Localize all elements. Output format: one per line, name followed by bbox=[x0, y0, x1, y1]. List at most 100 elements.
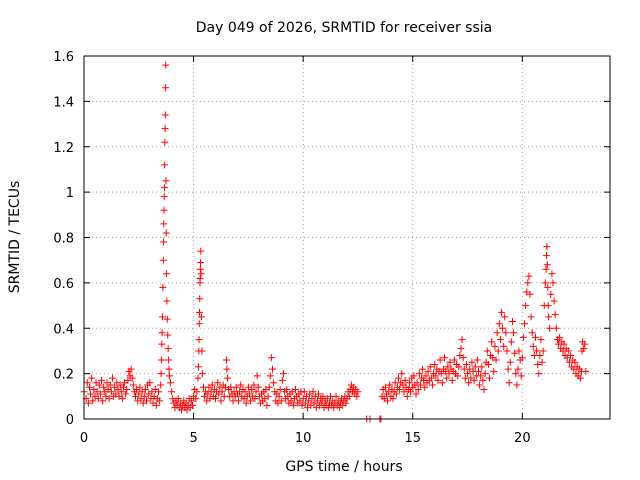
data-point bbox=[217, 397, 225, 405]
grid bbox=[84, 56, 610, 419]
data-point bbox=[106, 381, 114, 389]
data-point bbox=[253, 372, 261, 380]
data-point bbox=[567, 351, 575, 359]
data-point bbox=[531, 333, 539, 341]
data-point bbox=[528, 329, 536, 337]
data-point bbox=[159, 283, 167, 291]
data-point bbox=[437, 370, 445, 378]
data-point bbox=[162, 177, 170, 185]
data-point bbox=[300, 388, 308, 396]
data-point bbox=[94, 395, 102, 403]
data-point bbox=[198, 370, 206, 378]
data-point bbox=[192, 395, 200, 403]
data-point bbox=[161, 161, 169, 169]
data-point bbox=[544, 302, 552, 310]
data-point bbox=[512, 370, 520, 378]
data-point bbox=[542, 252, 550, 260]
data-point bbox=[515, 347, 523, 355]
data-point bbox=[146, 379, 154, 387]
data-point bbox=[315, 390, 323, 398]
data-point bbox=[161, 111, 169, 119]
x-tick-label: 0 bbox=[80, 431, 88, 446]
data-point bbox=[196, 274, 204, 282]
y-tick-label: 1.2 bbox=[53, 141, 74, 156]
data-point bbox=[165, 372, 173, 380]
data-point bbox=[208, 381, 216, 389]
data-point bbox=[506, 358, 514, 366]
data-point bbox=[419, 365, 427, 373]
data-point bbox=[548, 270, 556, 278]
data-point bbox=[98, 376, 106, 384]
data-point bbox=[544, 283, 552, 291]
data-point bbox=[414, 386, 422, 394]
data-point bbox=[196, 265, 204, 273]
data-point bbox=[438, 379, 446, 387]
data-point bbox=[401, 376, 409, 384]
data-point bbox=[237, 381, 245, 389]
data-point bbox=[242, 399, 250, 407]
data-points bbox=[80, 61, 590, 423]
data-point bbox=[160, 206, 168, 214]
data-point bbox=[161, 138, 169, 146]
data-point bbox=[422, 372, 430, 380]
data-point bbox=[283, 386, 291, 394]
data-point bbox=[535, 370, 543, 378]
data-point bbox=[83, 379, 91, 387]
data-point bbox=[483, 347, 491, 355]
data-point bbox=[96, 390, 104, 398]
data-point bbox=[188, 401, 196, 409]
data-point bbox=[426, 363, 434, 371]
data-point bbox=[117, 388, 125, 396]
data-point bbox=[556, 333, 564, 341]
data-point bbox=[254, 383, 262, 391]
data-point bbox=[251, 395, 259, 403]
data-point bbox=[275, 392, 283, 400]
data-point bbox=[505, 379, 513, 387]
data-point bbox=[521, 320, 529, 328]
data-point bbox=[140, 392, 148, 400]
data-point bbox=[549, 279, 557, 287]
data-point bbox=[508, 317, 516, 325]
data-point bbox=[195, 320, 203, 328]
data-point bbox=[525, 272, 533, 280]
data-point bbox=[454, 372, 462, 380]
data-point bbox=[441, 354, 449, 362]
data-point bbox=[473, 356, 481, 364]
data-point bbox=[162, 61, 170, 69]
data-point bbox=[492, 356, 500, 364]
data-point bbox=[400, 388, 408, 396]
data-point bbox=[319, 392, 327, 400]
data-point bbox=[187, 397, 195, 405]
data-point bbox=[381, 383, 389, 391]
data-point bbox=[545, 313, 553, 321]
data-point bbox=[581, 340, 589, 348]
data-point bbox=[162, 84, 170, 92]
data-point bbox=[457, 345, 465, 353]
data-point bbox=[527, 313, 535, 321]
x-axis-label: GPS time / hours bbox=[285, 459, 402, 475]
data-point bbox=[416, 381, 424, 389]
data-point bbox=[157, 381, 165, 389]
data-point bbox=[123, 386, 131, 394]
data-point bbox=[194, 374, 202, 382]
data-point bbox=[155, 388, 163, 396]
data-point bbox=[198, 347, 206, 355]
data-point bbox=[197, 270, 205, 278]
data-point bbox=[462, 361, 470, 369]
data-point bbox=[485, 374, 493, 382]
data-point bbox=[471, 363, 479, 371]
data-point bbox=[107, 388, 115, 396]
data-point bbox=[495, 320, 503, 328]
data-point bbox=[564, 347, 572, 355]
data-point bbox=[484, 361, 492, 369]
data-point bbox=[232, 383, 240, 391]
data-point bbox=[529, 342, 537, 350]
data-point bbox=[446, 358, 454, 366]
data-point bbox=[160, 184, 168, 192]
data-point bbox=[490, 367, 498, 375]
data-point bbox=[405, 379, 413, 387]
data-point bbox=[539, 347, 547, 355]
data-point bbox=[479, 376, 487, 384]
